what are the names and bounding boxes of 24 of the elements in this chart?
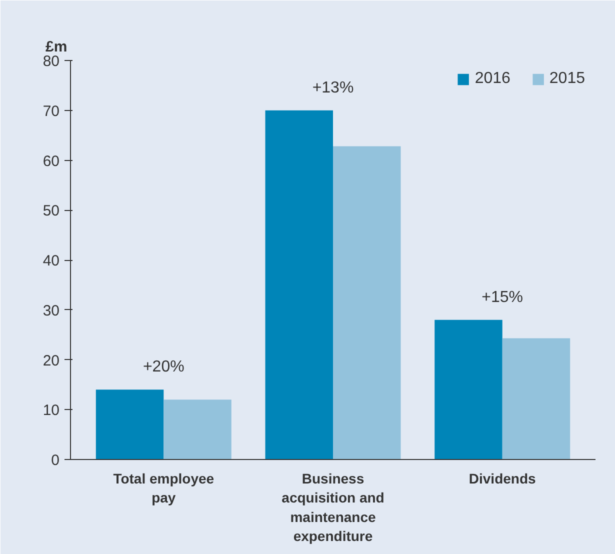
y-tick-label: 40 [42, 252, 60, 270]
y-tick-label: 70 [42, 102, 60, 120]
annotation: +13% [312, 79, 354, 96]
bar [502, 338, 570, 460]
bar [164, 400, 232, 460]
x-tick-label: Business acquisition and maintenance expenditure [282, 470, 384, 544]
legend-label: 2016 [474, 70, 510, 88]
bar [265, 110, 333, 460]
bar [96, 390, 164, 460]
y-tick-label: 50 [42, 202, 60, 220]
y-tick-label: 0 [51, 452, 60, 469]
y-tick-label: 10 [42, 402, 60, 420]
x-tick-label: Dividends [468, 470, 536, 486]
y-tick-label: 20 [42, 352, 60, 370]
annotation: +20% [142, 358, 184, 376]
legend-label: 2015 [549, 70, 585, 88]
y-tick-label: 80 [42, 53, 60, 70]
y-tick-label: 30 [42, 302, 60, 320]
annotation: +15% [482, 288, 524, 306]
y-tick-label: 60 [42, 152, 60, 170]
y-axis-title: £m [46, 38, 68, 56]
x-tick-label: Total employee pay [113, 470, 214, 506]
bar [434, 320, 502, 460]
bar [333, 146, 401, 460]
